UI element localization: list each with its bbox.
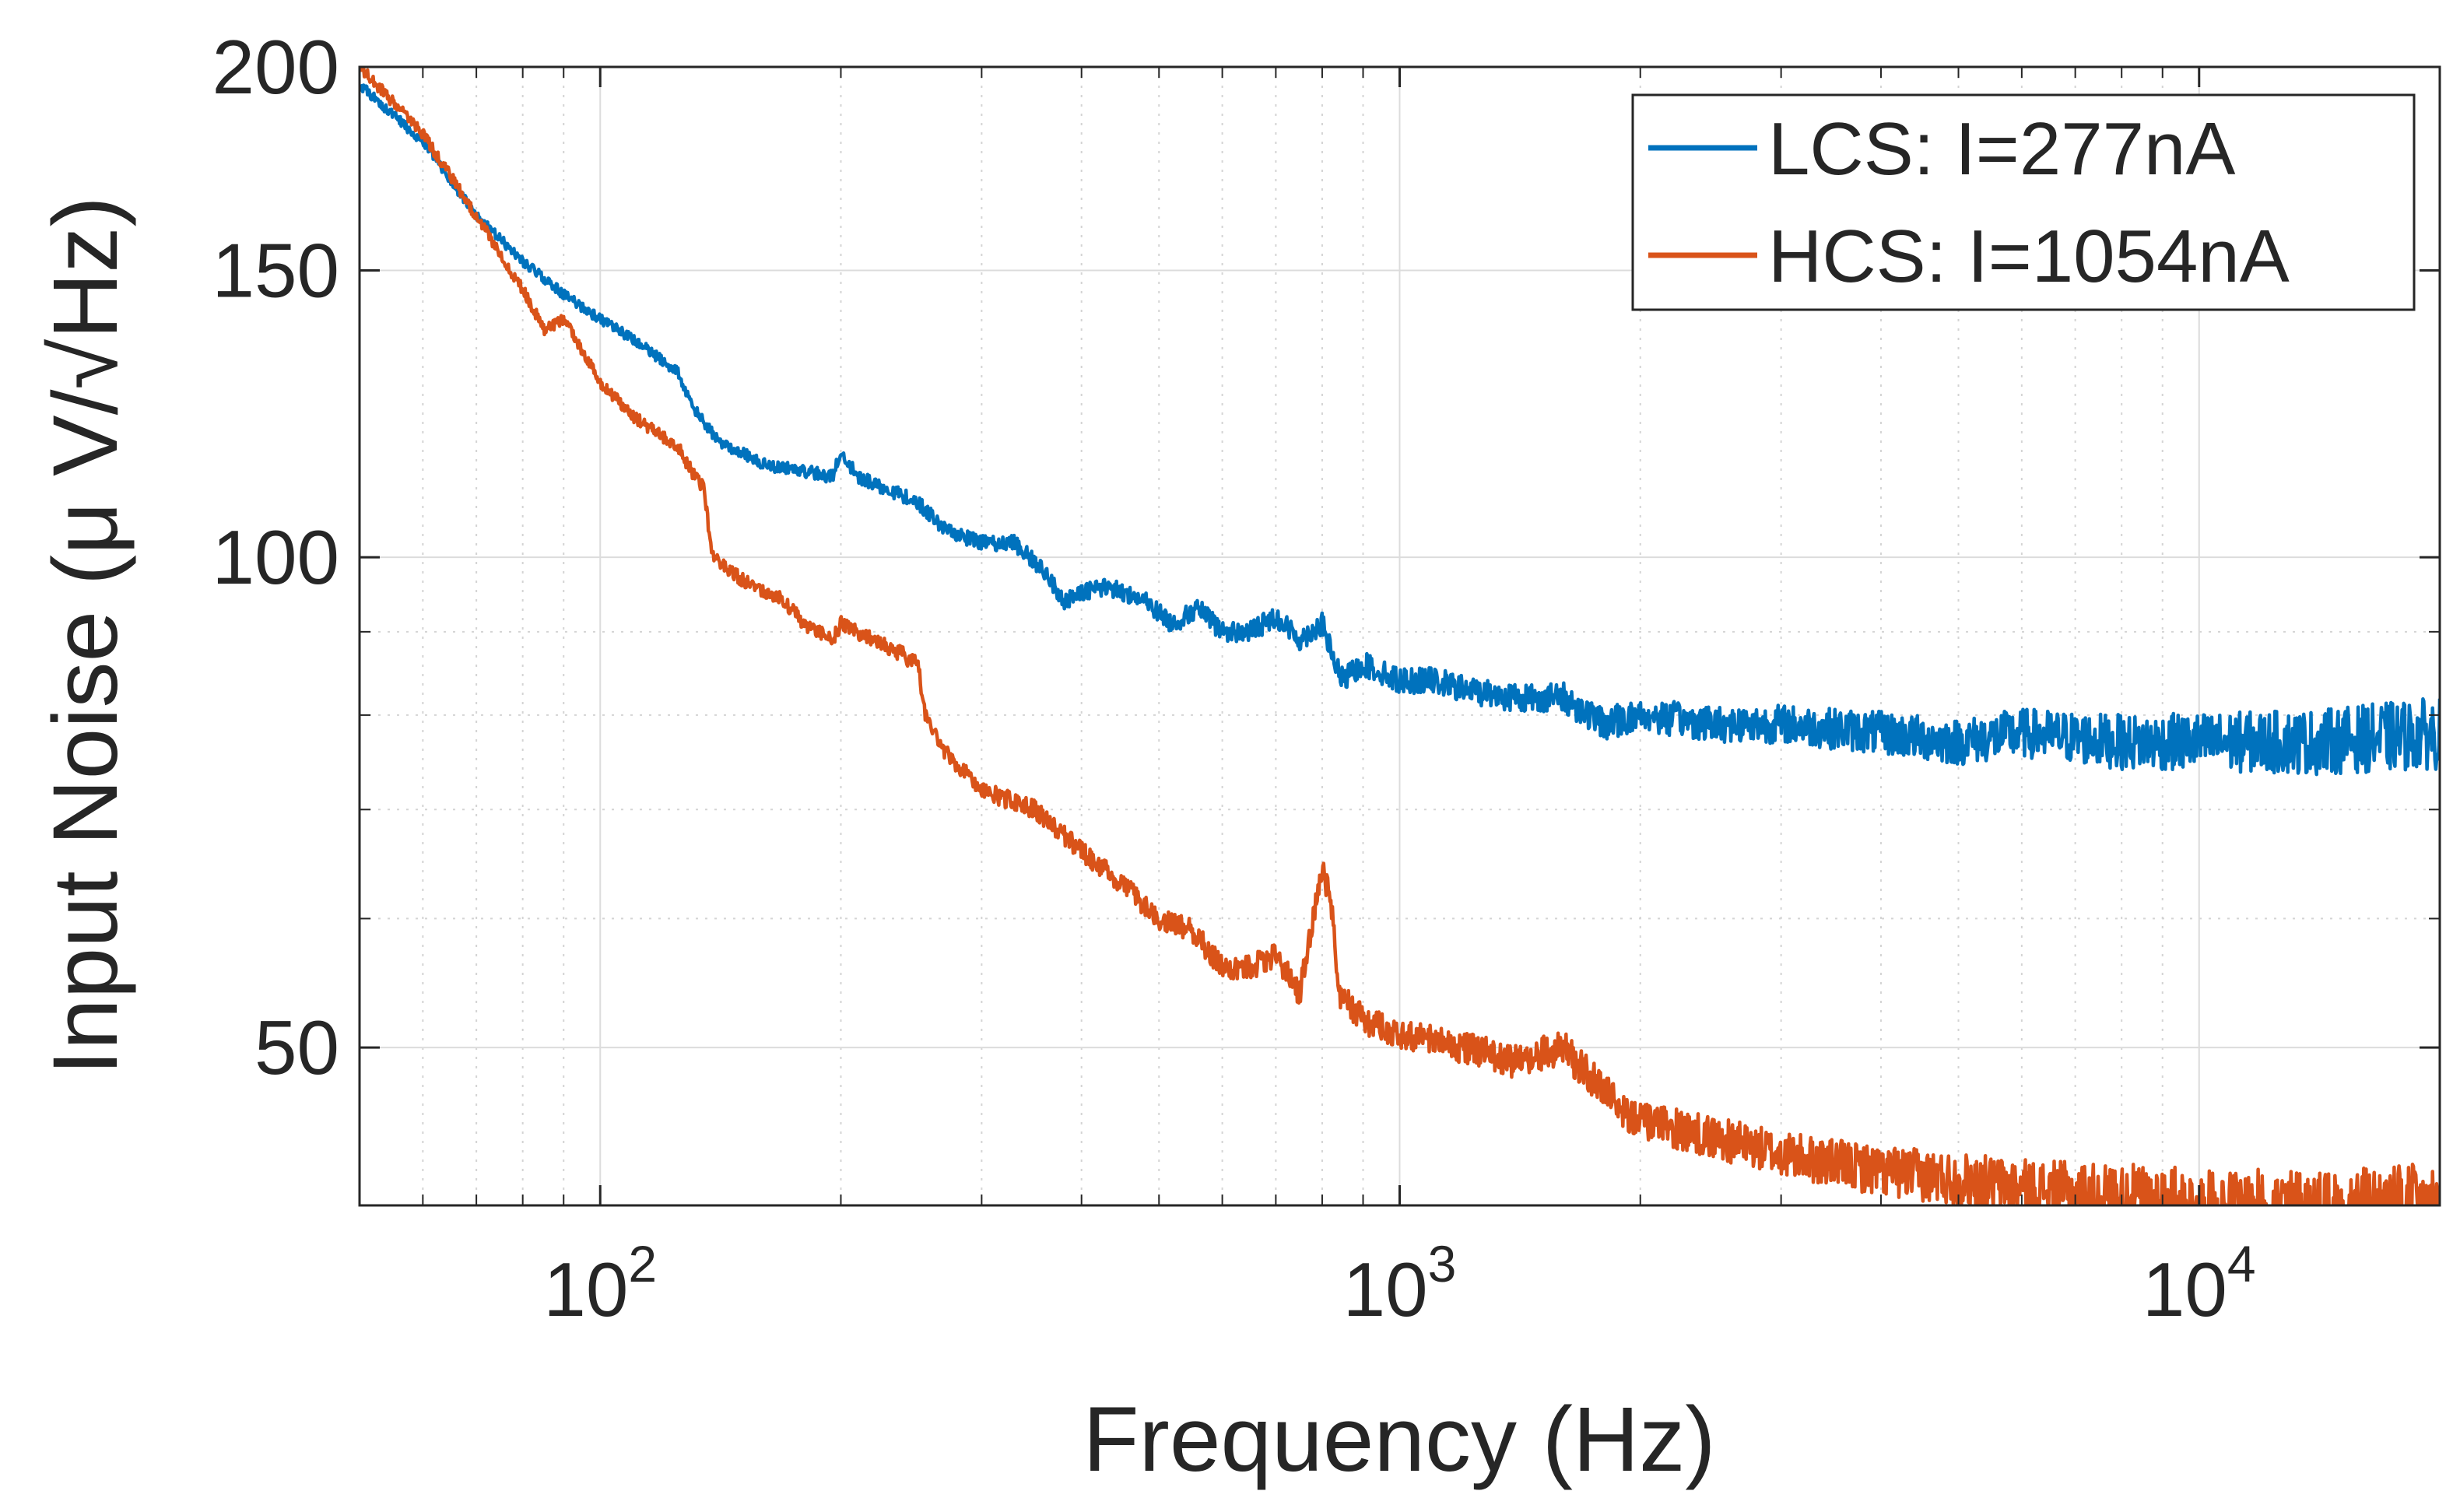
tick-labels: 102 103 104 50 100 150 200: [212, 24, 2255, 1332]
legend[interactable]: LCS: I=277nA HCS: I=1054nA: [1631, 93, 2416, 311]
series-line-lcs: [360, 83, 2440, 777]
y-tick-label: 50: [254, 1005, 339, 1090]
x-tick-label: 102: [543, 1235, 657, 1332]
legend-label-lcs: LCS: I=277nA: [1768, 107, 2235, 191]
plot-frame: [358, 65, 2441, 1207]
y-axis-title: Input Noise (μ V/√Hz): [34, 196, 137, 1075]
y-tick-label: 200: [212, 24, 339, 110]
x-axis-title: Frequency (Hz): [1083, 1388, 1715, 1491]
x-tick-label: 103: [1343, 1235, 1457, 1332]
y-tick-label: 100: [212, 514, 339, 600]
series-line-hcs: [360, 67, 2440, 1205]
y-tick-label: 150: [212, 228, 339, 314]
x-tick-label: 104: [2142, 1235, 2256, 1332]
legend-label-hcs: HCS: I=1054nA: [1768, 215, 2290, 298]
legend-box: [1631, 93, 2416, 311]
series-layer: [360, 67, 2440, 1205]
major-grid: [360, 67, 2440, 1205]
